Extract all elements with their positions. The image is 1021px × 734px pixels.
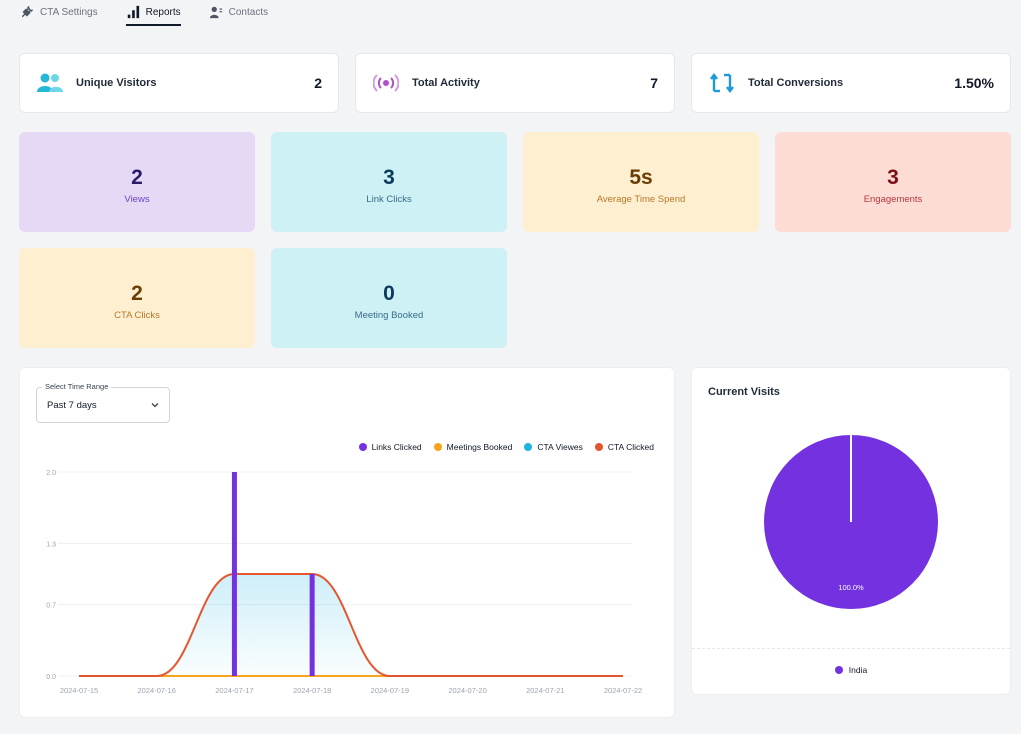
pie-slice-label: 100.0%: [838, 583, 864, 592]
tile-label: Meeting Booked: [354, 309, 424, 321]
x-tick-label: 2024-07-20: [448, 686, 486, 695]
y-tick-label: 1.3: [46, 541, 56, 548]
time-range-value: Past 7 days: [47, 399, 97, 411]
legend-label: Meetings Booked: [446, 442, 513, 452]
x-tick-label: 2024-07-19: [371, 686, 409, 695]
legend-item[interactable]: Links Clicked: [358, 442, 422, 452]
legend-label: CTA Clicked: [607, 442, 654, 452]
x-tick-label: 2024-07-18: [293, 686, 331, 695]
tile-views: 2 Views: [19, 132, 255, 232]
tile-average-time-spend: 5s Average Time Spend: [523, 132, 759, 232]
pie-legend[interactable]: India: [692, 665, 1010, 675]
x-tick-label: 2024-07-17: [215, 686, 253, 695]
tab-reports[interactable]: Reports: [125, 0, 181, 26]
tab-bar: CTA Settings Reports Contacts: [20, 0, 296, 26]
tab-label: Contacts: [228, 6, 269, 18]
tile-label: Engagements: [863, 193, 923, 205]
legend-swatch: [358, 443, 367, 451]
stat-value: 1.50%: [954, 75, 994, 91]
legend-swatch: [433, 443, 442, 451]
current-visits-panel: Current Visits 100.0% India: [691, 367, 1011, 695]
current-visits-title: Current Visits: [708, 386, 780, 398]
tile-label: Link Clicks: [366, 193, 412, 205]
tile-value: 2: [131, 165, 143, 189]
tab-contacts[interactable]: Contacts: [209, 0, 268, 24]
stat-card-total-conversions: Total Conversions 1.50%: [691, 53, 1011, 113]
activity-chart-panel: Past 7 days Select Time Range Links Clic…: [19, 367, 675, 718]
tile-value: 0: [383, 281, 395, 305]
legend-label: Links Clicked: [371, 442, 422, 452]
time-range-label: Select Time Range: [42, 382, 112, 391]
divider: [692, 648, 1010, 649]
stat-value: 2: [314, 75, 322, 91]
stat-value: 7: [650, 75, 658, 91]
tile-engagements: 3 Engagements: [775, 132, 1011, 232]
plug-icon: [21, 6, 33, 18]
tile-value: 5s: [629, 165, 653, 189]
y-tick-label: 0.7: [46, 603, 56, 610]
legend-swatch: [594, 443, 603, 451]
series-area-cta-viewes: [79, 574, 623, 676]
series-line-cta-clicked: [78, 573, 623, 677]
x-tick-label: 2024-07-15: [60, 686, 98, 695]
stat-card-total-activity: Total Activity 7: [355, 53, 675, 113]
legend-label: India: [848, 665, 868, 675]
bar-chart-icon: [127, 5, 139, 19]
chart-legend: Links Clicked Meetings Booked CTA Viewes…: [358, 442, 654, 452]
pie-chart: 100.0%: [764, 435, 938, 609]
tile-label: CTA Clicks: [114, 309, 160, 321]
users-icon: [36, 69, 64, 97]
tab-label: Reports: [145, 6, 181, 18]
legend-label: CTA Viewes: [537, 442, 583, 452]
tile-value: 2: [131, 281, 143, 305]
time-range-select[interactable]: Past 7 days: [36, 387, 170, 423]
legend-swatch: [524, 443, 533, 451]
tab-label: CTA Settings: [40, 6, 98, 18]
tile-link-clicks: 3 Link Clicks: [271, 132, 507, 232]
tile-meeting-booked: 0 Meeting Booked: [271, 248, 507, 348]
y-tick-label: 0.0: [46, 674, 56, 681]
bar: [309, 574, 315, 676]
stat-label: Unique Visitors: [76, 77, 157, 89]
stat-label: Total Conversions: [748, 77, 844, 89]
chevron-down-icon: [151, 403, 159, 408]
broadcast-icon: [372, 69, 400, 97]
stat-label: Total Activity: [412, 77, 480, 89]
x-tick-label: 2024-07-21: [526, 686, 564, 695]
legend-swatch: [834, 666, 843, 674]
x-tick-label: 2024-07-22: [604, 686, 642, 695]
y-tick-label: 2.0: [46, 470, 56, 477]
legend-item[interactable]: Meetings Booked: [433, 442, 513, 452]
legend-item[interactable]: CTA Viewes: [524, 442, 583, 452]
tile-value: 3: [887, 165, 899, 189]
tile-label: Views: [124, 193, 150, 205]
tile-cta-clicks: 2 CTA Clicks: [19, 248, 255, 348]
x-tick-label: 2024-07-16: [138, 686, 176, 695]
bar: [231, 472, 237, 676]
tile-value: 3: [383, 165, 395, 189]
conversion-arrows-icon: [708, 69, 736, 97]
contacts-icon: [209, 6, 222, 19]
stat-card-unique-visitors: Unique Visitors 2: [19, 53, 339, 113]
legend-item[interactable]: CTA Clicked: [594, 442, 654, 452]
tab-cta-settings[interactable]: CTA Settings: [20, 0, 98, 24]
tile-label: Average Time Spend: [596, 193, 686, 205]
